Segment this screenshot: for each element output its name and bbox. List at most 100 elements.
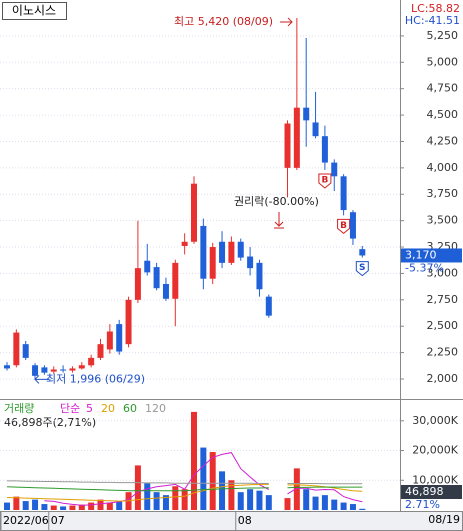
low-arrow [34,375,49,384]
y-tick-label: 4,750 [427,82,459,95]
volume-bar [331,499,338,510]
candle-body [144,260,151,273]
volume-bar [237,492,244,510]
y-tick-label: 4,250 [427,134,459,147]
y-tick-label: 5,250 [427,29,459,42]
volume-bar [41,504,48,510]
volume-bar [312,496,319,510]
y-tick-label: 2,000 [427,372,459,385]
ma-line [7,480,363,485]
candle-body [88,357,95,366]
candle-body [4,365,10,369]
volume-bar [88,502,95,510]
current-volume-box [401,485,462,499]
legend-entry: 5 [86,402,93,415]
volume-bar [340,502,347,510]
volume-bar [172,486,179,510]
candle-body [41,367,48,373]
candle-body [125,299,132,345]
volume-bar [162,495,169,510]
candle-body [134,268,141,300]
candle-body [293,107,300,168]
candle-body [247,256,254,269]
candle-body [116,324,123,352]
y-tick-label: 30,000K [412,414,458,427]
y-tick-label: 4,000 [427,161,459,174]
signal-marker [318,173,332,189]
volume-bar [50,505,57,510]
volume-bar [13,496,20,510]
volume-bar [265,495,272,510]
volume-bar [219,471,226,510]
volume-bar [209,452,216,510]
volume-bar [191,411,197,510]
candle-body [219,241,226,263]
y-tick-label: 3,500 [427,214,459,227]
candle-body [22,344,29,358]
ma-line [44,452,363,506]
volume-bar [4,502,10,510]
volume-bar [78,504,85,510]
volume-bar [247,489,254,510]
hc-label: HC:-41.51 [405,14,460,27]
volume-bar [97,499,104,510]
candle-body [162,283,169,299]
candle-body [321,136,328,163]
ma-title: 단순 [60,402,80,415]
candle-body [209,247,216,279]
title-box [2,2,67,20]
legend-entry: 60 [123,402,137,415]
signal-label: B [321,175,328,185]
candle-body [284,123,291,168]
current-volume-label: 46,898 [405,485,444,498]
volume-bar [60,506,67,510]
candle-body [78,365,85,369]
y-tick-label: 4,500 [427,108,459,121]
y-tick-label: 20,000K [412,444,458,457]
candle-body [256,262,263,290]
volume-bar [69,505,76,510]
candle-body [181,241,188,246]
volume-info: 46,898주(2,71%) [4,416,96,429]
volume-bar [134,465,141,510]
y-tick-label: 3,000 [427,266,459,279]
candle-body [237,241,244,258]
y-tick-label: 5,000 [427,55,459,68]
volume-bar [303,489,310,510]
chart-title: 이노시스 [12,4,56,18]
candle-body [359,249,366,256]
volume-bar [293,468,300,510]
volume-bar [116,501,123,510]
candle-body [265,296,272,316]
legend-entry: 20 [101,402,115,415]
candle-body [200,225,207,279]
candle-body [32,365,39,376]
current-change: -5.37% [405,261,444,274]
low-annotation: 최저 1,996 (06/29) [46,372,145,385]
volume-bar [200,447,207,510]
volume-bar [106,502,113,510]
candle-body [153,267,160,289]
ex-rights-arrow [274,212,284,229]
ex-rights-annotation: 권리락(-80.00%) [234,195,319,208]
candle-body [50,369,57,372]
signal-label: B [340,221,347,231]
candle-body [331,162,338,177]
high-annotation: 최고 5,420 (08/09) [174,15,273,28]
signal-marker [355,261,369,277]
volume-bar [359,508,366,510]
volume-bar [32,499,39,510]
x-tick-label: 2022/06 [3,514,49,527]
candle-body [69,368,76,371]
y-tick-label: 3,750 [427,187,459,200]
candle-body [303,107,310,121]
candle-body [172,262,179,299]
volume-bar [144,483,151,510]
candle-body [312,122,319,137]
y-tick-label: 2,250 [427,346,459,359]
x-axis-strip [0,511,463,531]
volume-bar [153,492,160,510]
volume-title: 거래량 [4,402,34,415]
